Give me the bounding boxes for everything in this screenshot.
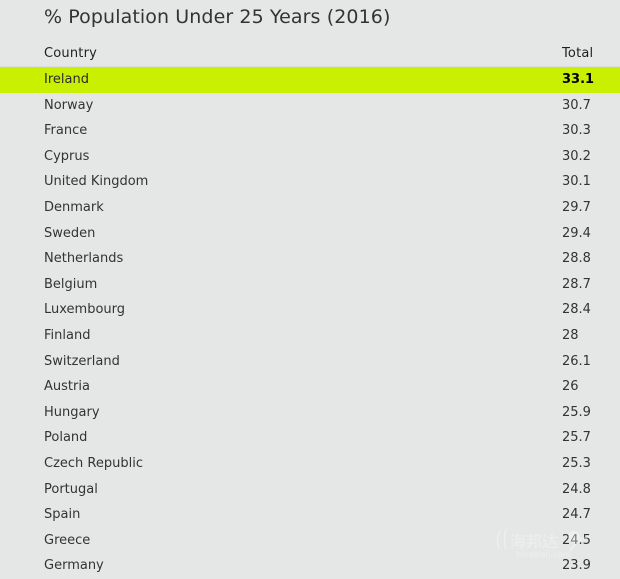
table-row: Spain 24.7 (0, 502, 620, 528)
country-cell: Norway (44, 97, 94, 113)
table-row: Portugal 24.8 (0, 477, 620, 503)
total-cell: 28.8 (562, 251, 591, 267)
table-row: Finland 28 (0, 323, 620, 349)
country-cell: Denmark (44, 199, 104, 215)
total-cell: 23.9 (562, 558, 591, 574)
total-cell: 28.4 (562, 302, 591, 318)
total-cell: 24.7 (562, 507, 591, 523)
table-row: Austria 26 (0, 374, 620, 400)
table-row: Ireland 33.1 (0, 67, 620, 93)
watermark-brand-text: 海邦达 (510, 532, 558, 551)
country-cell: Poland (44, 430, 88, 446)
table-row: Cyprus 30.2 (0, 144, 620, 170)
total-cell: 30.1 (562, 174, 591, 190)
total-cell: 24.8 (562, 481, 591, 497)
table-row: Czech Republic 25.3 (0, 451, 620, 477)
total-cell: 30.3 (562, 123, 591, 139)
column-header-total: Total (562, 46, 594, 61)
country-cell: France (44, 123, 88, 139)
country-cell: Hungary (44, 404, 100, 420)
table-row: Belgium 28.7 (0, 272, 620, 298)
table-row: Greece 24.5 (0, 528, 620, 554)
country-cell: Cyprus (44, 148, 90, 164)
total-cell: 29.4 (562, 225, 591, 241)
table-row: Denmark 29.7 (0, 195, 620, 221)
table-row: Germany 23.9 (0, 553, 620, 579)
total-cell: 25.7 (562, 430, 591, 446)
total-cell: 33.1 (562, 72, 595, 87)
country-cell: Austria (44, 379, 90, 395)
table-row: Luxembourg 28.4 (0, 297, 620, 323)
country-cell: Sweden (44, 225, 96, 241)
table-row: Sweden 29.4 (0, 221, 620, 247)
total-cell: 28.7 (562, 276, 591, 292)
table-row: Switzerland 26.1 (0, 349, 620, 375)
table-body: Ireland 33.1 Norway 30.7 France 30.3 Cyprus 30.… (0, 67, 620, 579)
table-row: Netherlands 28.8 (0, 246, 620, 272)
country-cell: Luxembourg (44, 302, 126, 318)
table-row: United Kingdom 30.1 (0, 169, 620, 195)
watermark: 海邦达 hinabian.com (478, 523, 598, 561)
country-cell: Czech Republic (44, 455, 143, 471)
table-row: Poland 25.7 (0, 425, 620, 451)
watermark-sub-text: hinabian.com (516, 550, 570, 559)
table-header-row: Country Total (0, 41, 620, 67)
total-cell: 25.3 (562, 455, 591, 471)
total-cell: 29.7 (562, 199, 591, 215)
total-cell: 26.1 (562, 353, 591, 369)
country-cell: Greece (44, 532, 91, 548)
total-cell: 25.9 (562, 404, 591, 420)
country-cell: Spain (44, 507, 81, 523)
page-title: % Population Under 25 Years (2016) (44, 6, 391, 28)
total-cell: 24.5 (562, 528, 591, 554)
total-cell: 30.2 (562, 148, 591, 164)
country-cell: Portugal (44, 481, 98, 497)
total-cell: 28 (562, 327, 579, 343)
table-row: Hungary 25.9 (0, 400, 620, 426)
country-cell: Ireland (44, 72, 89, 87)
country-cell: Belgium (44, 276, 98, 292)
country-cell: Switzerland (44, 353, 120, 369)
table-row: Norway 30.7 (0, 93, 620, 119)
total-cell: 26 (562, 379, 579, 395)
country-cell: Netherlands (44, 251, 124, 267)
total-cell: 30.7 (562, 97, 591, 113)
country-cell: Finland (44, 327, 91, 343)
country-cell: United Kingdom (44, 174, 149, 190)
column-header-country: Country (44, 46, 98, 61)
population-table: Country Total Ireland 33.1 Norway 30.7 Franc… (0, 41, 620, 579)
table-row: France 30.3 (0, 118, 620, 144)
country-cell: Germany (44, 558, 104, 574)
